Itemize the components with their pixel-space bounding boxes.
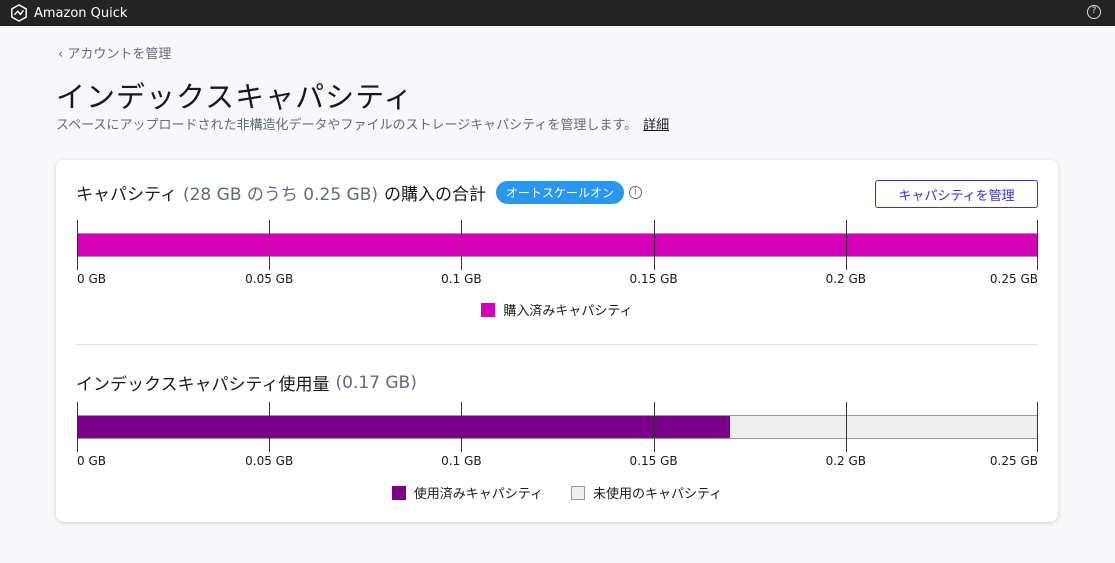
legend-label: 未使用のキャパシティ [593,487,723,502]
title-prefix: キャパシティ [76,185,177,205]
legend-used: 使用済みキャパシティ [391,483,543,502]
tick-label: 0 GB [77,454,106,468]
axis-tick [653,402,655,452]
tick-label: 0.1 GB [441,454,482,468]
info-icon[interactable]: i [629,186,643,199]
tick-label: 0.2 GB [825,272,867,286]
legend-purchased: 購入済みキャパシティ [481,300,633,319]
tick-label: 0.2 GB [825,454,867,468]
axis-tick [269,402,271,452]
bar-fill [78,234,1037,256]
tick-label: 0.15 GB [629,272,678,286]
axis-tick [845,220,847,270]
legend-swatch [481,303,496,317]
app-title: Amazon Quick [34,5,128,21]
legend-swatch [391,486,406,500]
bar-track [77,233,1038,257]
tick-label: 0.25 GB [989,272,1038,286]
manage-capacity-button[interactable]: キャパシティを管理 [875,180,1038,208]
purchased-legend: 購入済みキャパシティ [56,300,1058,319]
usage-title-text: インデックスキャパシティ使用量 [76,375,330,395]
tick-label: 0.15 GB [629,454,678,468]
tick-label: 0.05 GB [245,454,294,468]
axis-tick [1037,402,1038,452]
tick-label: 0.05 GB [245,272,294,286]
legend-label: 使用済みキャパシティ [413,487,543,502]
help-icon[interactable]: ? [1087,5,1101,19]
autoscale-badge: オートスケールオン [496,181,625,204]
page-title: インデックスキャパシティ [56,80,414,114]
divider [76,344,1038,345]
axis-tick [461,402,463,452]
details-link[interactable]: 詳細 [643,118,670,133]
tick-label: 0.25 GB [989,454,1038,468]
bar-track [77,415,1038,439]
title-suffix: の購入の合計 [384,185,487,205]
tick-label: 0.1 GB [441,272,482,286]
usage-title-muted: (0.17 GB) [335,372,417,393]
legend-unused: 未使用のキャパシティ [571,483,722,502]
tick-label: 0 GB [77,272,106,286]
usage-title: インデックスキャパシティ使用量 (0.17 GB) [76,370,423,396]
capacity-card: キャパシティ (28 GB のうち 0.25 GB) の購入の合計 オートスケー… [56,160,1058,522]
bar-fill [78,416,731,438]
axis-tick [269,220,271,270]
title-muted: (28 GB のうち 0.25 GB) [182,185,379,205]
top-bar: Amazon Quick ? [0,0,1115,26]
axis-tick [77,402,78,452]
usage-legend: 使用済みキャパシティ 未使用のキャパシティ [56,483,1058,502]
back-link[interactable]: ‹ アカウントを管理 [58,47,172,62]
amazon-quick-logo-icon [11,4,27,22]
back-label: アカウントを管理 [67,47,172,62]
description-text: スペースにアップロードされた非構造化データやファイルのストレージキャパシティを管… [56,118,638,133]
axis-tick [1037,220,1038,270]
page-description: スペースにアップロードされた非構造化データやファイルのストレージキャパシティを管… [56,114,669,133]
legend-swatch [571,486,585,500]
axis-tick [845,402,847,452]
purchased-title: キャパシティ (28 GB のうち 0.25 GB) の購入の合計 オートスケー… [76,180,643,205]
axis-tick [77,220,78,270]
axis-tick [653,220,655,270]
axis-tick [461,220,463,270]
legend-label: 購入済みキャパシティ [503,304,633,319]
